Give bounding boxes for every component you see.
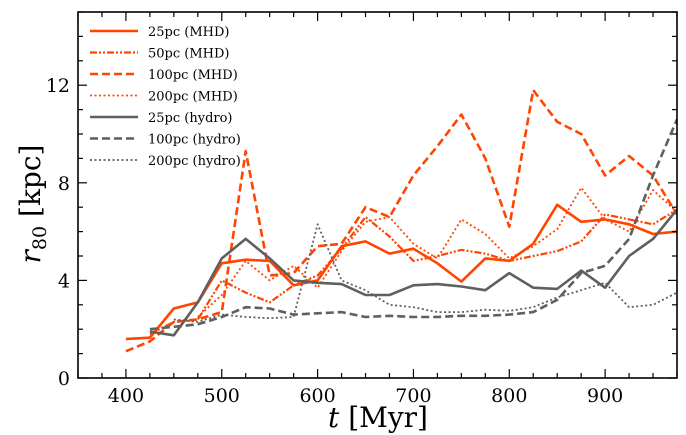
- axis-ticks: 400 500 600 700 800 900 0 4 8 12: [46, 11, 678, 407]
- legend-label-4: 200pc (MHD): [148, 90, 238, 105]
- x-tick-label: 600: [299, 385, 335, 407]
- legend-label-7: 200pc (hydro): [148, 154, 241, 169]
- y-tick-label: 0: [58, 368, 70, 390]
- legend-label-6: 100pc (hydro): [148, 133, 241, 148]
- legend-label-5: 25pc (hydro): [148, 111, 233, 126]
- plot-frame: [77, 11, 678, 379]
- x-tick-label: 700: [395, 385, 431, 407]
- legend: 25pc (MHD) 50pc (MHD) 100pc (MHD) 200pc (MH…: [90, 25, 241, 169]
- legend-label-2: 50pc (MHD): [148, 47, 230, 62]
- series-line-6: [149, 118, 677, 331]
- y-axis-label: r80 [kpc]: [14, 145, 51, 264]
- legend-label-3: 100pc (MHD): [148, 68, 238, 83]
- x-tick-label: 500: [204, 385, 240, 407]
- x-tick-label: 400: [108, 385, 144, 407]
- series-line-7: [173, 223, 677, 323]
- y-tick-label: 8: [58, 173, 70, 195]
- x-axis-label: t [Myr]: [328, 401, 428, 434]
- series-line-4: [197, 186, 677, 318]
- x-tick-label: 900: [587, 385, 623, 407]
- series-line-5: [149, 208, 677, 337]
- legend-label-1: 25pc (MHD): [148, 25, 230, 40]
- x-tick-label: 800: [491, 385, 527, 407]
- y-tick-label: 4: [58, 270, 70, 292]
- series-line-3: [125, 88, 677, 353]
- series-line-1: [125, 203, 677, 341]
- series-line-2: [149, 208, 677, 336]
- y-tick-label: 12: [46, 75, 70, 97]
- series-lines: [125, 88, 677, 353]
